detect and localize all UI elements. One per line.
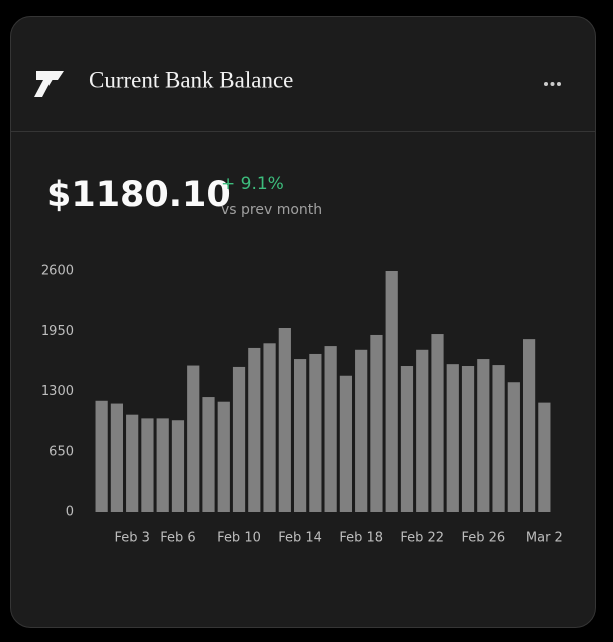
change: + 9.1% [221, 174, 284, 194]
logo [34, 71, 64, 97]
dot [550, 82, 555, 86]
bar [370, 334, 383, 512]
bar [187, 365, 200, 512]
balance: $1180.10 [47, 175, 231, 215]
bar [293, 359, 307, 512]
bar [431, 334, 444, 512]
y-tick-label: 650 [49, 444, 74, 459]
change-label: vs prev month [221, 202, 322, 218]
y-tick-label: 1950 [41, 324, 74, 339]
bar [385, 271, 398, 512]
bar [248, 347, 261, 512]
x-tick-label: Feb 10 [217, 531, 261, 546]
bar [461, 366, 475, 512]
more-button[interactable] [544, 82, 561, 86]
x-tick-label: Feb 18 [339, 531, 383, 546]
card-title: Current Bank Balance [89, 67, 293, 92]
bar [522, 339, 536, 512]
bar [95, 400, 108, 512]
bar [110, 403, 124, 512]
x-tick-label: Feb 14 [278, 531, 322, 546]
y-tick-label: 0 [66, 505, 74, 520]
bar [324, 346, 337, 512]
bar [156, 418, 169, 512]
y-tick-label: 1300 [41, 384, 74, 399]
bar [278, 328, 291, 512]
bar [309, 353, 322, 512]
bar [171, 420, 185, 512]
bar [202, 397, 215, 512]
bar [217, 401, 230, 512]
x-tick-label: Feb 6 [160, 531, 195, 546]
bar [507, 382, 520, 512]
bar [232, 366, 246, 512]
y-tick-label: 2600 [41, 264, 74, 279]
x-tick-label: Feb 3 [114, 531, 149, 546]
dot [557, 82, 561, 86]
bar [355, 349, 368, 512]
bar [400, 366, 414, 512]
bar [126, 414, 139, 512]
bar [477, 359, 490, 512]
bar [416, 349, 429, 512]
x-tick-label: Feb 26 [461, 531, 505, 546]
x-tick-label: Mar 2 [526, 531, 563, 546]
bar [263, 343, 276, 512]
bar [446, 364, 459, 512]
bar [538, 402, 551, 512]
bar [339, 375, 353, 512]
bar [492, 365, 505, 512]
dot [544, 82, 548, 86]
x-tick-label: Feb 22 [400, 531, 444, 546]
bar [141, 418, 154, 512]
